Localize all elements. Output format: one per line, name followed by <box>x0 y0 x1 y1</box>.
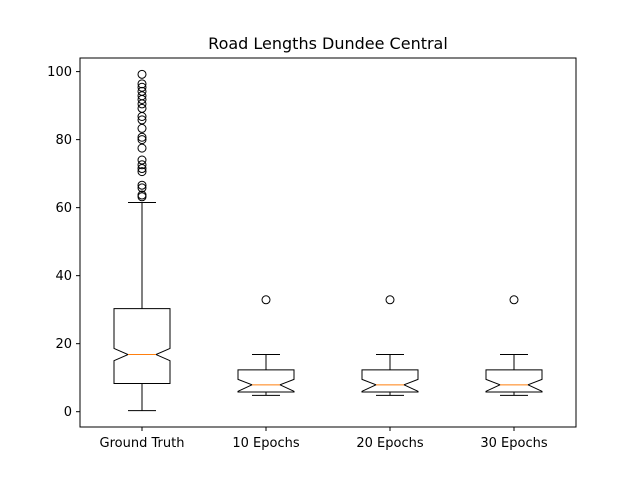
flier-point <box>137 183 147 193</box>
y-tick-label: 100 <box>47 65 72 80</box>
chart-title: Road Lengths Dundee Central <box>208 34 448 53</box>
flier-point <box>137 91 147 101</box>
flier-point <box>137 123 147 133</box>
flier-point <box>137 143 147 153</box>
flier-point <box>137 192 147 202</box>
flier-point <box>137 69 147 79</box>
plot-marks <box>113 69 543 412</box>
x-tick-label: 30 Epochs <box>480 436 547 451</box>
axes-frame <box>79 57 577 428</box>
x-tick-label: 10 Epochs <box>232 436 299 451</box>
flier-point <box>137 115 147 125</box>
flier-point <box>509 295 519 305</box>
y-tick-label: 80 <box>55 133 72 148</box>
y-tick-label: 60 <box>55 201 72 216</box>
box <box>485 369 543 393</box>
y-tick-label: 40 <box>55 269 72 284</box>
flier-point <box>385 295 395 305</box>
flier-point <box>137 190 147 200</box>
flier-point <box>137 160 147 170</box>
flier-point <box>137 79 147 89</box>
flier-point <box>261 295 271 305</box>
flier-point <box>137 132 147 142</box>
x-tick-label: 20 Epochs <box>356 436 423 451</box>
box <box>361 369 419 393</box>
box <box>237 369 295 393</box>
y-tick-label: 0 <box>64 405 72 420</box>
x-tick-label: Ground Truth <box>100 436 185 451</box>
flier-point <box>137 167 147 177</box>
flier-point <box>137 155 147 165</box>
flier-point <box>137 180 147 190</box>
flier-point <box>137 82 147 92</box>
flier-point <box>137 164 147 174</box>
flier-point <box>137 103 147 113</box>
axis-ticks: Ground Truth 10 Epochs 20 Epochs 30 Epochs 0… <box>47 65 548 451</box>
flier-point <box>137 135 147 145</box>
y-tick-label: 20 <box>55 337 72 352</box>
flier-point <box>137 86 147 96</box>
box <box>113 308 171 384</box>
